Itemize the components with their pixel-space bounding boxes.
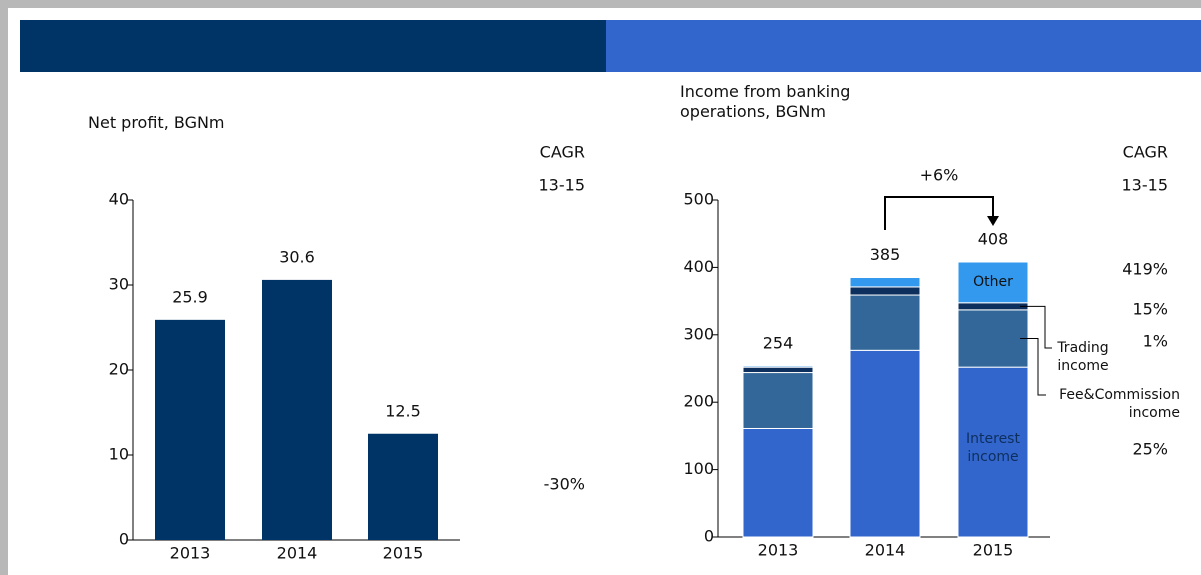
bar-segment	[742, 366, 814, 374]
cagr-period: 13-15	[539, 176, 586, 195]
total-label: 385	[870, 245, 901, 264]
y-tick-label: 0	[704, 527, 714, 546]
annotation: +6%	[920, 166, 959, 185]
bar	[155, 319, 225, 540]
x-tick-label: 2014	[277, 544, 318, 563]
series-label: Other	[973, 274, 1013, 291]
y-tick-label: 10	[109, 445, 129, 464]
value-label: 25.9	[172, 287, 208, 306]
y-tick-label: 0	[119, 530, 129, 549]
chart-title: Income from banking operations, BGNm	[680, 82, 851, 121]
cagr-title: CAGR	[1123, 143, 1168, 162]
bar-segment	[742, 365, 814, 368]
bar	[262, 279, 332, 540]
cagr-value: 419%	[1122, 260, 1168, 279]
y-tick-label: 200	[683, 392, 714, 411]
cagr-period: 13-15	[1122, 176, 1169, 195]
bar-segment	[849, 286, 921, 296]
bar-segment	[849, 349, 921, 538]
bar-segment	[849, 294, 921, 351]
bar	[368, 433, 438, 540]
bar-segment	[849, 277, 921, 288]
y-tick-label: 300	[683, 324, 714, 343]
x-tick-label: 2013	[758, 541, 799, 560]
cagr-value: 25%	[1132, 440, 1168, 459]
series-label: Fee&Commission income	[1059, 387, 1180, 421]
y-tick-label: 40	[109, 190, 129, 209]
callout-line	[1020, 338, 1046, 396]
series-label: Trading income	[1057, 340, 1109, 374]
y-tick-label: 400	[683, 257, 714, 276]
bar-segment	[957, 261, 1029, 304]
x-tick-label: 2014	[865, 541, 906, 560]
x-tick-label: 2015	[383, 544, 424, 563]
cagr-value: -30%	[544, 475, 585, 494]
value-label: 30.6	[279, 247, 315, 266]
total-label: 254	[763, 333, 794, 352]
x-tick-label: 2013	[170, 544, 211, 563]
bar-segment	[742, 427, 814, 538]
bar-segment	[742, 372, 814, 429]
banner-left	[20, 20, 606, 72]
arrow-head	[987, 216, 999, 226]
cagr-title: CAGR	[540, 143, 585, 162]
chart-title: Net profit, BGNm	[88, 113, 225, 132]
y-tick-label: 30	[109, 275, 129, 294]
banner-right	[606, 20, 1201, 72]
value-label: 12.5	[385, 401, 421, 420]
bar-segment	[957, 309, 1029, 368]
x-tick-label: 2015	[973, 541, 1014, 560]
y-tick-label: 100	[683, 459, 714, 478]
y-tick-label: 500	[683, 190, 714, 209]
cagr-value: 1%	[1143, 332, 1168, 351]
y-tick-label: 20	[109, 360, 129, 379]
series-label: Interest income	[966, 431, 1020, 466]
growth-arrow	[884, 196, 994, 230]
total-label: 408	[978, 230, 1009, 249]
callout-line	[1020, 305, 1052, 349]
bar-segment	[957, 302, 1029, 311]
cagr-value: 15%	[1132, 300, 1168, 319]
